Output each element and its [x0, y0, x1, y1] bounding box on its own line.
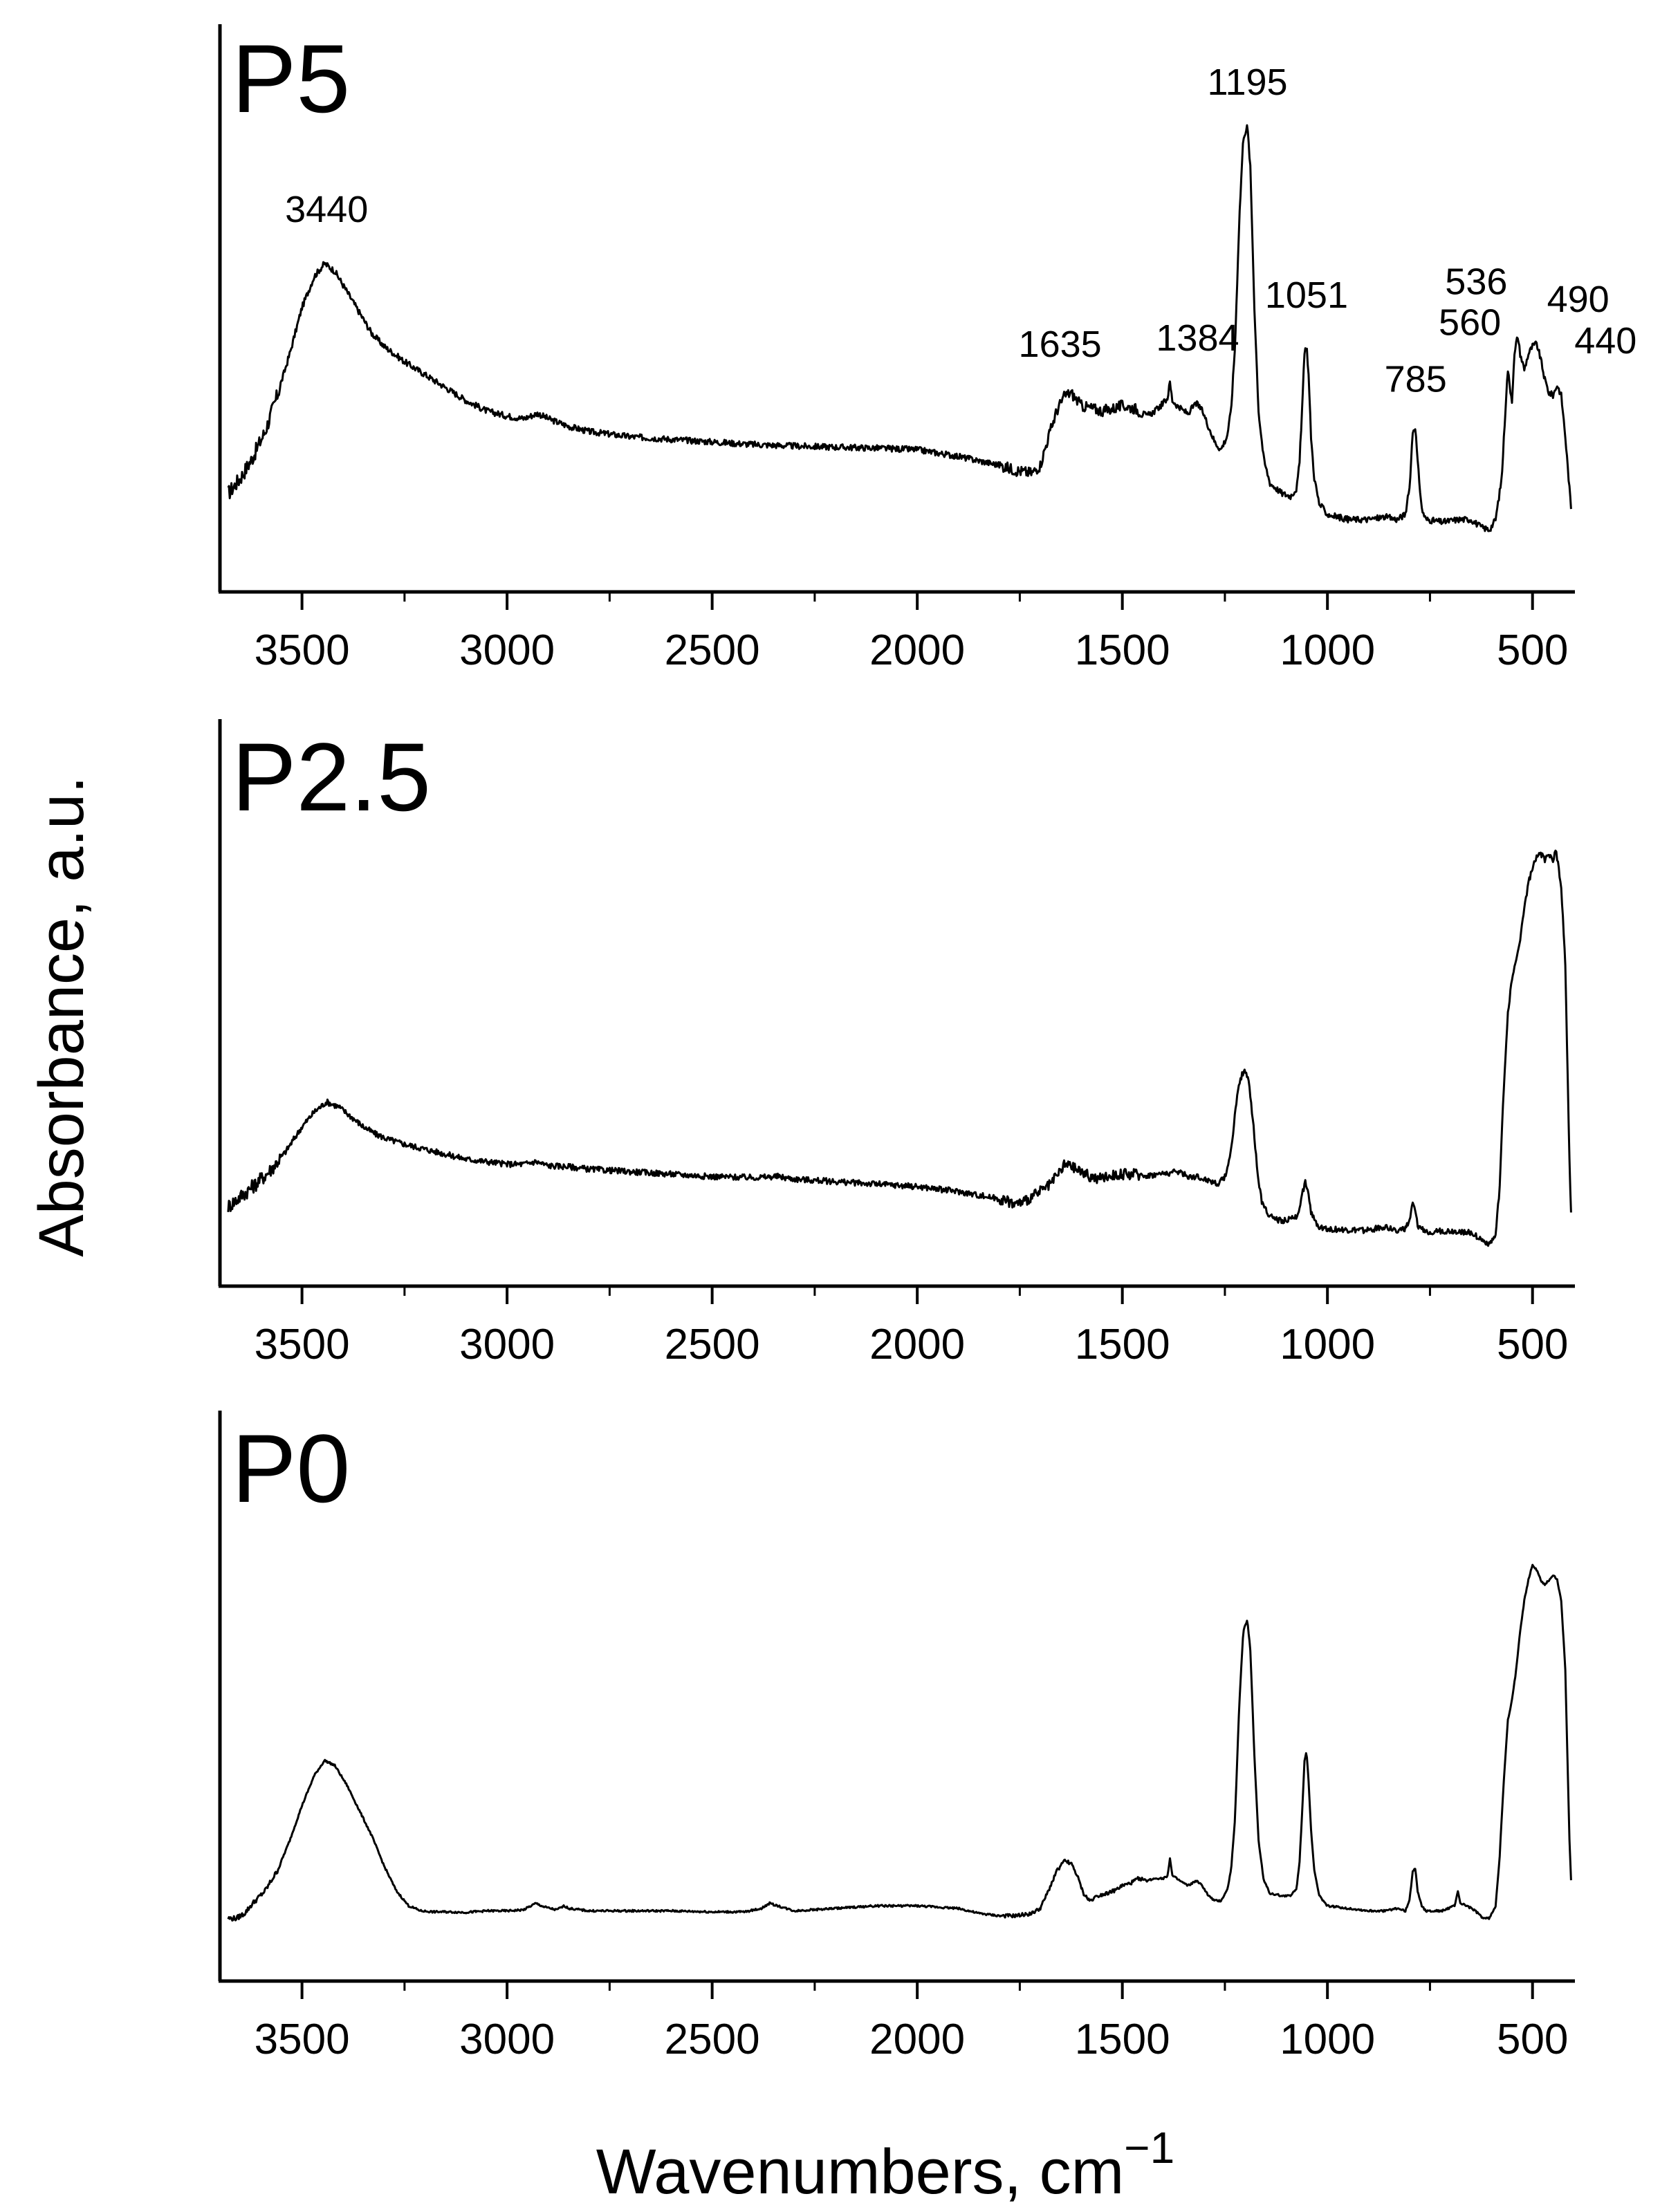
peak-label-1635: 1635 [1019, 324, 1102, 365]
peak-label-1195: 1195 [1207, 62, 1287, 103]
x-tick-label: 2000 [869, 626, 965, 674]
x-tick-label: 500 [1497, 1321, 1568, 1368]
x-tick-label: 1500 [1075, 1321, 1170, 1368]
x-tick-label: 1500 [1075, 626, 1170, 674]
peak-label-440: 440 [1574, 320, 1636, 362]
x-tick-label: 3000 [459, 1321, 555, 1368]
panel-label: P0 [232, 1414, 350, 1523]
peak-label-560: 560 [1439, 301, 1501, 343]
x-tick-label: 3500 [255, 2016, 350, 2063]
x-tick-label: 500 [1497, 626, 1568, 674]
x-axis-title: Wavenumbers, cm−1 [596, 2123, 1174, 2207]
y-axis-title: Absorbance, a.u. [26, 776, 97, 1257]
x-tick-label: 2500 [665, 626, 760, 674]
x-tick-label: 2000 [869, 2016, 965, 2063]
panel-P0: 3500 3000 2500 2000 1500 1000 500 P0 [218, 1411, 1575, 2063]
x-axis-title-main: Wavenumbers, cm [596, 2137, 1124, 2207]
peak-label-3440: 3440 [285, 189, 368, 230]
x-tick-label: 1000 [1280, 2016, 1375, 2063]
peak-label-1384: 1384 [1156, 317, 1239, 359]
x-tick-label: 2500 [665, 1321, 760, 1368]
panel-label: P2.5 [232, 723, 431, 831]
series-line-P2.5 [227, 849, 1572, 1247]
x-tick-label: 3000 [459, 2016, 555, 2063]
peak-label-785: 785 [1385, 359, 1447, 400]
series-line-P5 [227, 124, 1572, 532]
x-tick-label: 3500 [255, 626, 350, 674]
x-axis-title-superscript: −1 [1124, 2123, 1174, 2173]
x-tick-label: 1000 [1280, 626, 1375, 674]
panel-label: P5 [232, 24, 350, 133]
peak-label-490: 490 [1547, 279, 1610, 320]
x-tick-label: 2500 [665, 2016, 760, 2063]
x-tick-label: 1500 [1075, 2016, 1170, 2063]
x-tick-label: 2000 [869, 1321, 965, 1368]
peak-label-1051: 1051 [1265, 275, 1348, 316]
panel-P5: 3500 3000 2500 2000 1500 1000 500 P5 3440 1195 105… [218, 24, 1636, 674]
peak-label-536: 536 [1445, 261, 1507, 303]
panel-P2.5: 3500 3000 2500 2000 1500 1000 500 P2.5 [218, 719, 1575, 1368]
panels: 3500 3000 2500 2000 1500 1000 500 P5 3440 1195 105… [218, 24, 1636, 2063]
series-line-P0 [227, 1563, 1572, 1922]
x-tick-label: 500 [1497, 2016, 1568, 2063]
x-tick-label: 3000 [459, 626, 555, 674]
x-tick-label: 3500 [255, 1321, 350, 1368]
x-tick-label: 1000 [1280, 1321, 1375, 1368]
